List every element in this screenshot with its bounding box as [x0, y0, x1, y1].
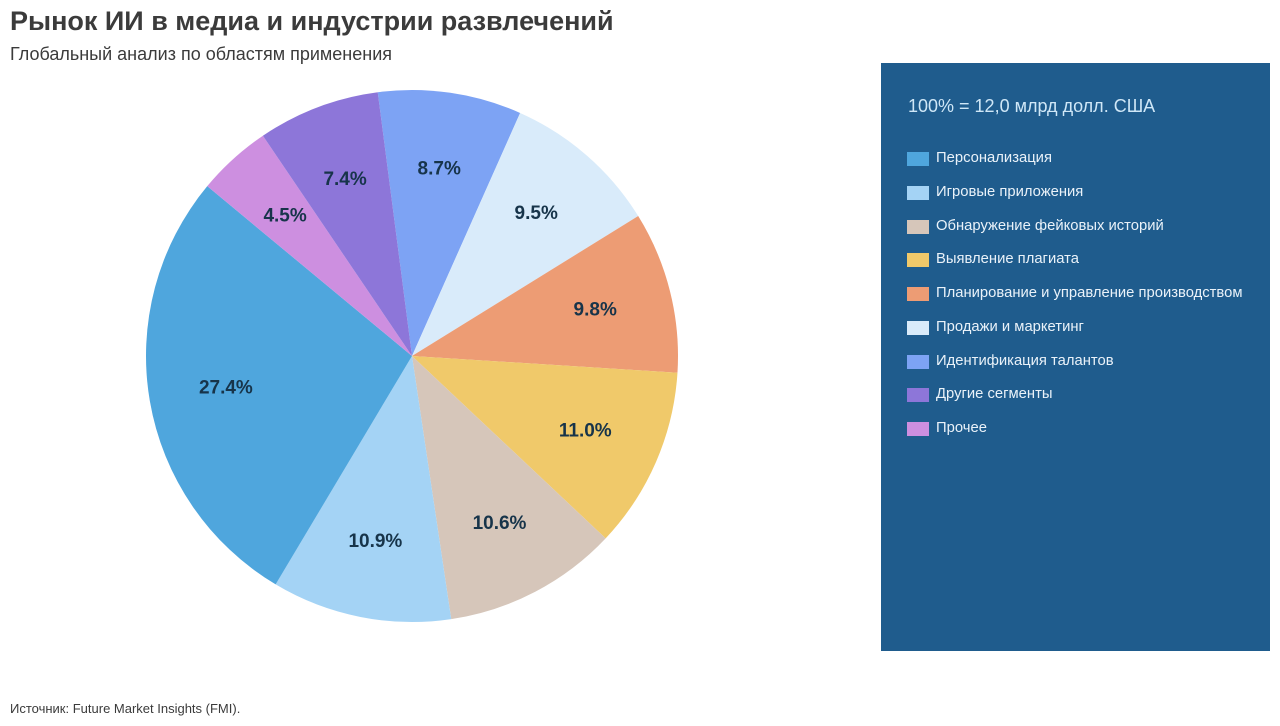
svg-text:27.4%: 27.4% [199, 378, 253, 399]
svg-text:4.5%: 4.5% [263, 206, 306, 227]
svg-text:8.7%: 8.7% [418, 159, 461, 180]
svg-text:10.6%: 10.6% [473, 513, 527, 534]
svg-text:11.0%: 11.0% [559, 421, 612, 442]
svg-text:9.5%: 9.5% [515, 203, 558, 224]
svg-text:7.4%: 7.4% [323, 169, 366, 190]
svg-text:9.8%: 9.8% [574, 300, 617, 321]
svg-text:10.9%: 10.9% [348, 531, 402, 552]
